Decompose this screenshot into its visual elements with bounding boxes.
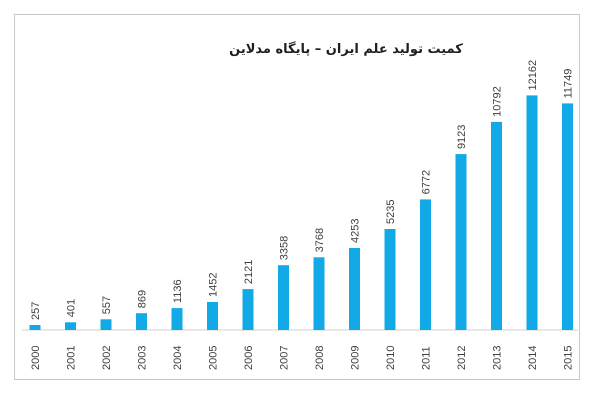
- x-tick-label-2006: 2006: [243, 346, 255, 370]
- x-tick-label-2013: 2013: [492, 346, 504, 370]
- value-label-2002: 557: [101, 296, 113, 314]
- bar-2013: [491, 121, 502, 331]
- x-tick-label-2005: 2005: [208, 346, 220, 370]
- bar-2008: [313, 257, 325, 330]
- value-label-2001: 401: [66, 299, 78, 317]
- value-label-2010: 5235: [385, 200, 397, 224]
- value-label-2009: 4253: [350, 218, 362, 242]
- x-tick-label-2007: 2007: [279, 346, 291, 370]
- x-tick-label-2001: 2001: [66, 346, 78, 370]
- bar-2015: [562, 103, 573, 331]
- value-label-2005: 1452: [208, 273, 220, 297]
- value-label-2003: 869: [137, 290, 149, 308]
- bar-2007: [278, 265, 289, 330]
- value-label-2006: 2121: [243, 260, 255, 284]
- x-tick-label-2008: 2008: [314, 346, 326, 370]
- bar-2002: [100, 319, 112, 330]
- x-tick-label-2011: 2011: [421, 346, 433, 370]
- chart-title: کمیت تولید علم ایران – پایگاه مدلاین: [229, 41, 463, 57]
- x-tick-label-2002: 2002: [101, 346, 113, 370]
- x-tick-labels-group: 2000 2001 2002 2003 2004 2005 2006 2007 2008 2009…: [30, 346, 575, 370]
- value-label-2014: 12162: [527, 60, 539, 91]
- value-label-2015: 11749: [563, 69, 575, 99]
- bar-2014: [526, 95, 538, 331]
- value-label-2012: 9123: [456, 125, 468, 149]
- bar-2012: [455, 154, 467, 330]
- x-tick-label-2000: 2000: [30, 346, 42, 370]
- value-label-2004: 1136: [172, 279, 184, 303]
- x-tick-label-2010: 2010: [385, 346, 397, 370]
- value-label-2011: 6772: [421, 170, 433, 194]
- value-labels-group: 257 401 557 869 1136 1452 2121 3358 3768 4253 5235…: [30, 60, 575, 320]
- x-tick-label-2014: 2014: [527, 346, 539, 370]
- bar-2005: [207, 302, 218, 330]
- bar-2011: [420, 199, 431, 330]
- x-tick-label-2009: 2009: [350, 346, 362, 370]
- bar-2004: [171, 308, 183, 330]
- x-tick-label-2004: 2004: [172, 346, 184, 370]
- x-tick-label-2012: 2012: [456, 346, 468, 370]
- x-tick-label-2003: 2003: [137, 346, 149, 370]
- value-label-2013: 10792: [492, 86, 504, 117]
- bar-2010: [384, 229, 396, 330]
- x-tick-label-2015: 2015: [563, 346, 575, 370]
- chart-frame: [14, 14, 580, 380]
- value-label-2007: 3358: [279, 236, 291, 260]
- value-label-2008: 3768: [314, 228, 326, 252]
- value-label-2000: 257: [30, 302, 42, 320]
- bars-group: [29, 95, 573, 331]
- bar-2001: [65, 322, 76, 330]
- bar-2003: [136, 313, 147, 330]
- bar-2009: [349, 248, 360, 330]
- bar-2006: [242, 289, 254, 330]
- bar-2000: [29, 325, 41, 330]
